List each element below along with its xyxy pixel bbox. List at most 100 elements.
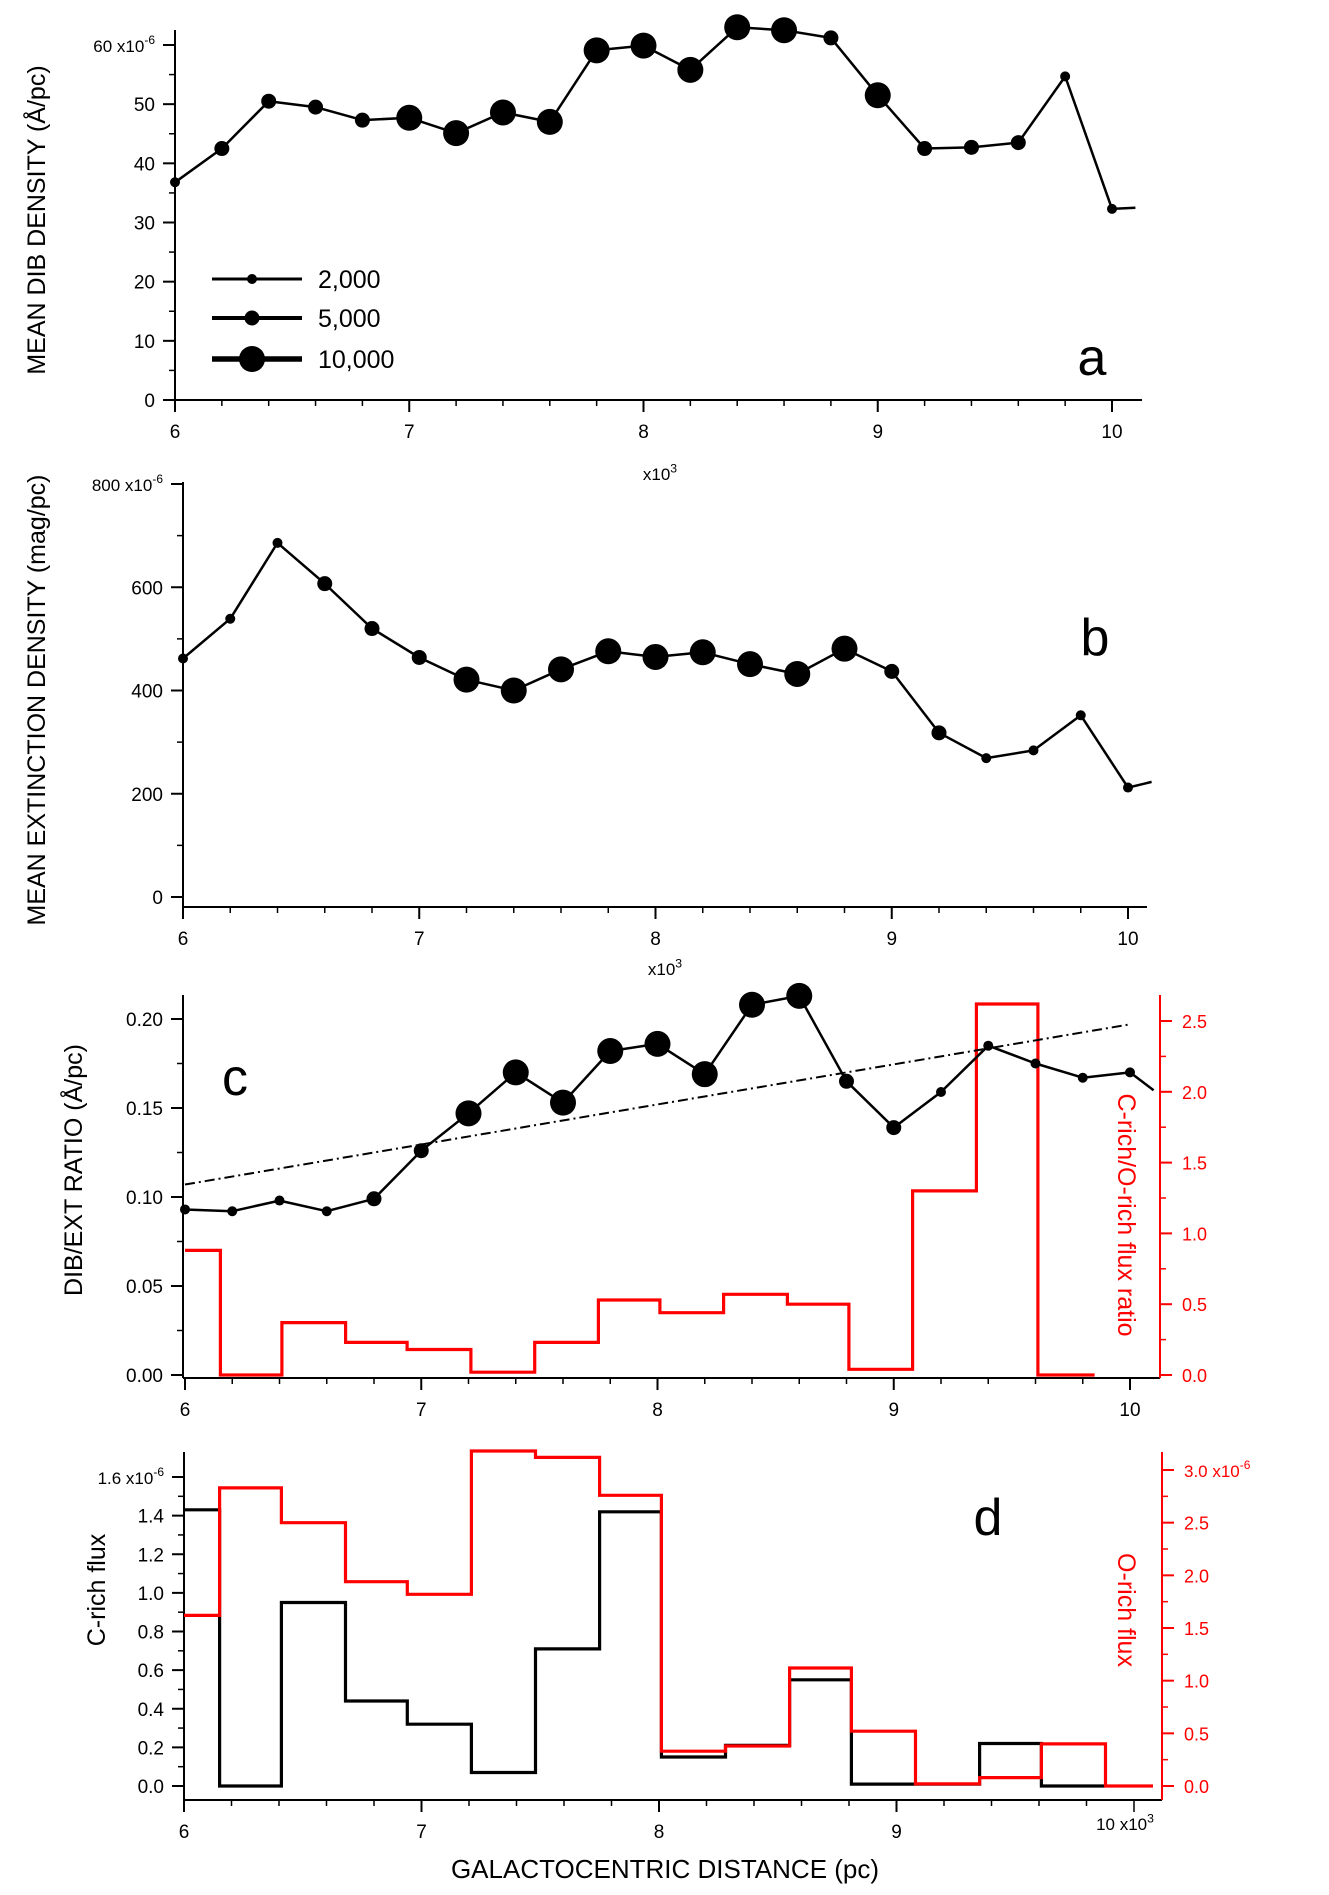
- x-tick-label: 9: [891, 1822, 902, 1843]
- data-point: [170, 177, 180, 188]
- legend-marker: [247, 274, 257, 284]
- y-tick-label: 0: [152, 888, 163, 909]
- data-point: [274, 1195, 285, 1206]
- x-tick-label: 8: [654, 1822, 665, 1843]
- data-point: [227, 1206, 238, 1217]
- data-point: [411, 649, 427, 665]
- x-tick-label: 9: [888, 1400, 899, 1421]
- data-point: [691, 1061, 718, 1088]
- data-point: [1123, 782, 1133, 793]
- data-point: [963, 139, 979, 155]
- data-point: [583, 37, 610, 64]
- data-point: [178, 653, 188, 664]
- panel-letter: c: [222, 1049, 248, 1107]
- x-tick-label: 9: [886, 929, 897, 950]
- x-tick-label: 7: [416, 1400, 427, 1421]
- data-point: [453, 666, 480, 693]
- data-point: [225, 613, 236, 624]
- data-point: [630, 32, 657, 59]
- panel-d: 6 7 8 9 0.0 0.2 0.4 0.6 0.8 1.0 1.2 1.4 1.6 x10-6 0.0…: [83, 1449, 1251, 1884]
- y-axis-label-right: C-rich/O-rich flux ratio: [1112, 1093, 1140, 1336]
- y-tick-label-right: 0.0: [1182, 1366, 1207, 1386]
- data-point: [261, 93, 277, 109]
- data-point: [642, 643, 669, 670]
- y-tick-label: 400: [131, 682, 163, 703]
- data-point: [1028, 745, 1039, 756]
- data-point: [1075, 710, 1086, 721]
- data-point: [502, 1059, 529, 1086]
- legend-label: 5,000: [318, 305, 381, 333]
- x-tick-label: 9: [872, 422, 883, 443]
- data-point: [931, 725, 947, 741]
- series-line: [182, 541, 1152, 789]
- x-tick-label: 6: [179, 1822, 190, 1843]
- data-point: [689, 639, 716, 666]
- data-point: [786, 982, 813, 1009]
- y-tick-label: 0.8: [138, 1623, 164, 1644]
- y-tick-label: 1.0: [138, 1584, 164, 1605]
- data-point: [864, 82, 891, 109]
- data-point: [917, 141, 933, 157]
- x-tick-label: 7: [416, 1822, 427, 1843]
- y-axis-label: MEAN DIB DENSITY (Å/pc): [21, 65, 51, 374]
- data-point: [443, 120, 470, 147]
- y-tick-label: 0.20: [126, 1010, 163, 1031]
- legend: 2,000 5,000 10,000: [212, 266, 394, 374]
- panel-c: 6 7 8 9 10 0.00 0.05 0.10 0.15 0.20 0.0 0.5 1.0 1.5 2.…: [58, 982, 1207, 1421]
- data-point: [739, 991, 765, 1018]
- data-point: [354, 112, 370, 128]
- x-tick-label: 6: [170, 422, 181, 443]
- legend-item: 5,000: [212, 305, 381, 333]
- data-point: [1125, 1067, 1135, 1078]
- y-tick-label-right: 2.5: [1182, 1012, 1207, 1032]
- y-tick-label: 0.10: [126, 1188, 163, 1209]
- data-point: [500, 677, 527, 704]
- panel-letter: d: [974, 1489, 1003, 1547]
- panel-a: 6 7 8 9 10 0 10 20 30 40 50 60 x10-6 x103 MEAN DIB DE…: [21, 14, 1142, 484]
- y-tick-label: 0.2: [138, 1738, 164, 1759]
- data-point: [644, 1030, 671, 1057]
- data-point: [455, 1100, 482, 1127]
- panel-letter: b: [1081, 609, 1110, 667]
- panel-b: 6 7 8 9 10 0 200 400 600 800 x10-6 x103 MEAN EXTINC…: [23, 472, 1152, 979]
- data-point: [396, 104, 423, 131]
- y-tick-label-right: 2.5: [1184, 1514, 1209, 1534]
- y-tick-label-right: 3.0 x10-6: [1184, 1458, 1251, 1481]
- y-tick-label-right: 2.0: [1184, 1566, 1209, 1586]
- flux-ratio-step: [185, 1002, 1095, 1377]
- data-point: [595, 638, 622, 665]
- y-tick-label-right: 1.0: [1182, 1224, 1207, 1244]
- series-line: [184, 994, 1155, 1213]
- data-point: [548, 656, 574, 683]
- data-point: [771, 17, 798, 44]
- data-point: [936, 1086, 946, 1097]
- data-point: [597, 1038, 624, 1065]
- x-tick-label: 8: [650, 929, 661, 950]
- data-point: [831, 635, 858, 662]
- x-axis-label: GALACTOCENTRIC DISTANCE (pc): [451, 1854, 879, 1884]
- y-tick-label: 20: [134, 273, 155, 294]
- legend-item: 10,000: [212, 346, 394, 374]
- data-point: [272, 537, 283, 548]
- data-point: [308, 99, 324, 115]
- y-tick-label-right: 2.0: [1182, 1083, 1207, 1103]
- y-tick-label: 1.2: [138, 1545, 164, 1566]
- y-tick-label: 30: [134, 214, 155, 235]
- o-rich-flux-step: [184, 1449, 1153, 1788]
- data-point: [677, 56, 704, 83]
- x-tick-label: 7: [404, 422, 415, 443]
- data-point: [366, 1191, 382, 1207]
- data-point: [489, 99, 516, 126]
- y-tick-label: 0: [144, 391, 155, 412]
- y-tick-label: 0.15: [126, 1099, 163, 1120]
- y-tick-label: 60 x10-6: [93, 33, 155, 56]
- x-tick-label: 6: [180, 1400, 191, 1421]
- y-tick-label: 0.0: [138, 1777, 164, 1798]
- panel-letter: a: [1078, 329, 1107, 387]
- y-tick-label: 0.00: [126, 1366, 163, 1387]
- data-point: [317, 576, 333, 592]
- y-tick-label-right: 1.5: [1184, 1619, 1209, 1639]
- data-point: [321, 1206, 332, 1217]
- y-tick-label: 1.6 x10-6: [98, 1465, 165, 1488]
